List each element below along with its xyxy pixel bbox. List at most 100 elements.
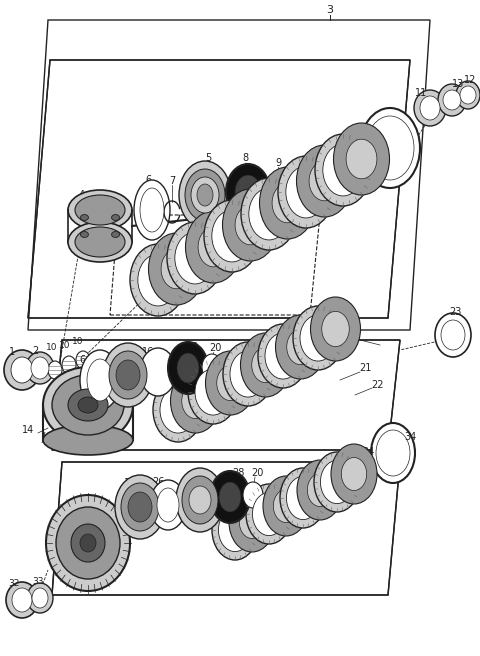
Text: 20: 20	[209, 343, 221, 353]
Ellipse shape	[331, 444, 377, 504]
Ellipse shape	[31, 357, 49, 379]
Ellipse shape	[43, 367, 133, 443]
Ellipse shape	[121, 483, 159, 531]
Text: 29: 29	[294, 515, 306, 525]
Ellipse shape	[219, 482, 241, 512]
Ellipse shape	[280, 468, 326, 528]
Ellipse shape	[177, 353, 199, 383]
Text: 8: 8	[242, 153, 248, 163]
Ellipse shape	[300, 315, 336, 361]
Text: 31: 31	[312, 500, 324, 510]
Ellipse shape	[334, 123, 389, 195]
Ellipse shape	[441, 320, 465, 350]
Ellipse shape	[420, 96, 440, 120]
Ellipse shape	[4, 350, 40, 390]
Ellipse shape	[235, 175, 261, 209]
Ellipse shape	[168, 342, 208, 394]
Ellipse shape	[81, 215, 88, 220]
Ellipse shape	[323, 144, 363, 196]
Ellipse shape	[241, 178, 297, 250]
Text: 17: 17	[124, 478, 136, 488]
Text: 19: 19	[187, 342, 199, 352]
Ellipse shape	[68, 222, 132, 262]
Text: 6: 6	[145, 175, 151, 185]
Ellipse shape	[230, 351, 266, 397]
Ellipse shape	[286, 166, 326, 218]
Ellipse shape	[32, 588, 48, 608]
Ellipse shape	[81, 232, 88, 237]
Text: 34: 34	[334, 135, 346, 145]
Ellipse shape	[140, 348, 176, 396]
Ellipse shape	[258, 324, 308, 388]
Text: 30: 30	[264, 503, 276, 513]
Ellipse shape	[26, 352, 54, 384]
Ellipse shape	[161, 249, 192, 289]
Ellipse shape	[287, 329, 314, 365]
Text: 16: 16	[142, 347, 154, 357]
Ellipse shape	[103, 343, 153, 407]
Ellipse shape	[109, 351, 147, 399]
Ellipse shape	[223, 189, 278, 261]
Text: 20: 20	[251, 468, 263, 478]
Ellipse shape	[11, 357, 33, 383]
Ellipse shape	[148, 233, 204, 305]
Ellipse shape	[240, 333, 290, 397]
Ellipse shape	[189, 486, 211, 514]
Ellipse shape	[128, 492, 152, 522]
Ellipse shape	[205, 351, 255, 415]
Ellipse shape	[204, 200, 260, 272]
Ellipse shape	[75, 195, 125, 225]
Ellipse shape	[435, 313, 471, 357]
Ellipse shape	[68, 190, 132, 230]
Ellipse shape	[321, 461, 354, 504]
Polygon shape	[52, 462, 400, 595]
Text: 6: 6	[79, 355, 85, 365]
Ellipse shape	[185, 211, 241, 283]
Ellipse shape	[229, 492, 275, 552]
Text: 11: 11	[415, 88, 427, 98]
Text: 13: 13	[452, 79, 464, 89]
Text: 18: 18	[264, 345, 276, 355]
Ellipse shape	[322, 312, 349, 346]
Text: 10: 10	[46, 344, 58, 352]
Ellipse shape	[210, 471, 250, 523]
Ellipse shape	[48, 361, 62, 379]
Text: 12: 12	[464, 75, 476, 85]
Text: 27: 27	[187, 471, 199, 481]
Text: 28: 28	[232, 468, 244, 478]
Text: 24: 24	[362, 447, 374, 457]
Ellipse shape	[272, 183, 303, 223]
Ellipse shape	[46, 495, 130, 591]
Ellipse shape	[297, 145, 352, 217]
Ellipse shape	[276, 315, 325, 379]
Ellipse shape	[130, 244, 186, 316]
Ellipse shape	[212, 210, 252, 262]
Ellipse shape	[179, 161, 231, 229]
Ellipse shape	[202, 354, 222, 380]
Ellipse shape	[167, 222, 223, 294]
Text: 33: 33	[32, 577, 44, 586]
Ellipse shape	[371, 423, 415, 483]
Ellipse shape	[68, 389, 108, 421]
Ellipse shape	[438, 84, 466, 116]
Ellipse shape	[265, 333, 301, 379]
Text: 9: 9	[275, 158, 281, 168]
Ellipse shape	[212, 500, 258, 560]
Text: 23: 23	[449, 307, 461, 317]
Ellipse shape	[307, 474, 333, 506]
Polygon shape	[28, 60, 410, 318]
Ellipse shape	[115, 475, 165, 539]
Ellipse shape	[116, 360, 140, 390]
Text: 21: 21	[359, 363, 371, 373]
Ellipse shape	[150, 480, 186, 530]
Ellipse shape	[138, 254, 178, 306]
Ellipse shape	[75, 227, 125, 257]
Ellipse shape	[111, 232, 120, 237]
Ellipse shape	[87, 359, 113, 401]
Ellipse shape	[226, 164, 270, 220]
Polygon shape	[52, 340, 400, 450]
Ellipse shape	[71, 524, 105, 562]
Ellipse shape	[360, 108, 420, 188]
Ellipse shape	[460, 86, 476, 104]
Text: 7: 7	[169, 176, 175, 186]
